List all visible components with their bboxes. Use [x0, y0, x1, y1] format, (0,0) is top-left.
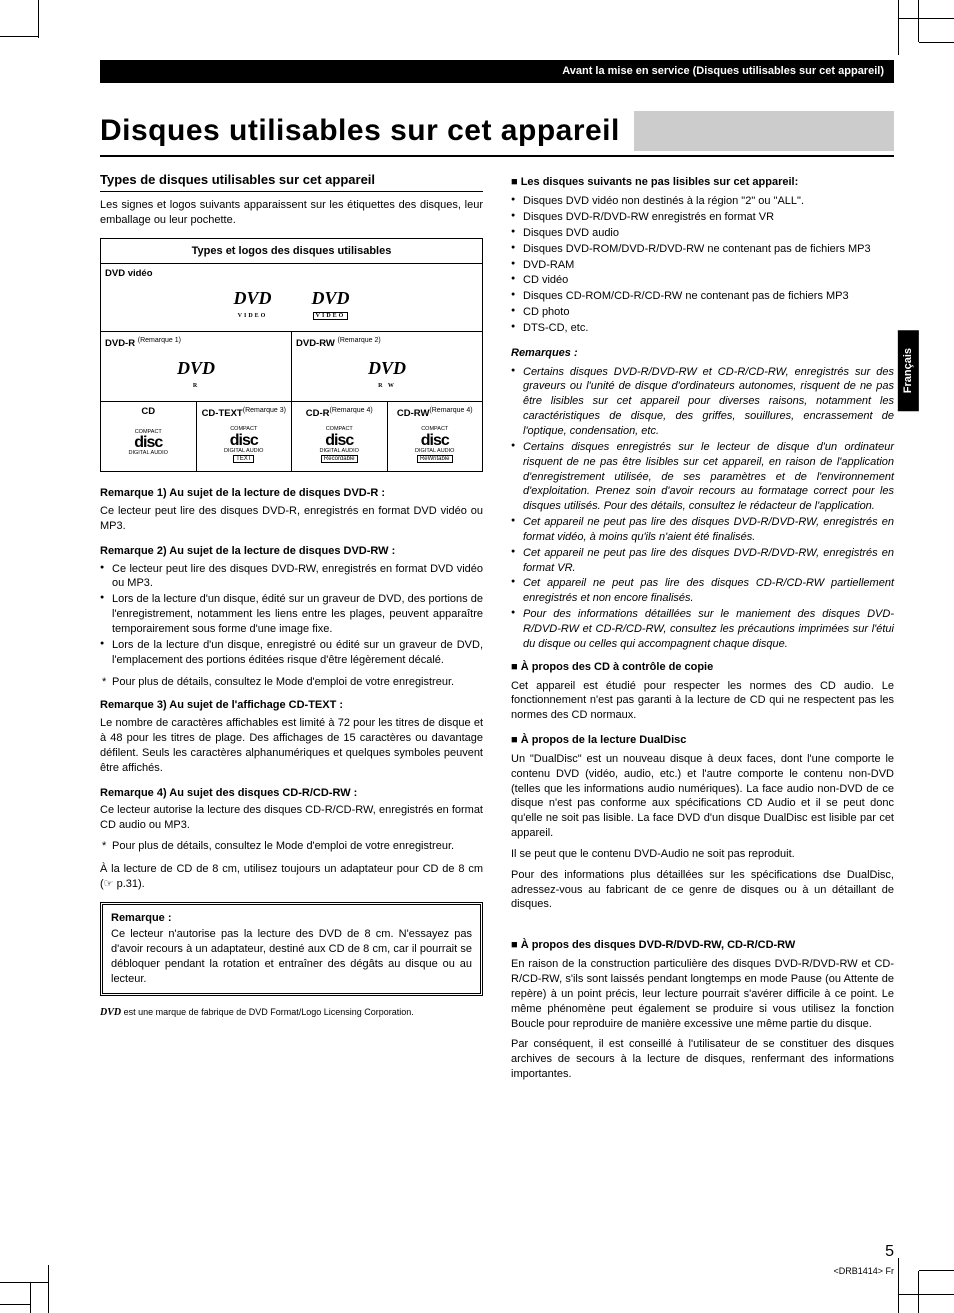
note-heading: Remarque 2) Au sujet de la lecture de di…: [100, 544, 483, 559]
list-item: DTS-CD, etc.: [511, 321, 894, 336]
row-label: DVD-R (Remarque 1): [105, 336, 287, 351]
warning-heading: Remarque :: [111, 911, 472, 926]
row-label: CD: [105, 406, 192, 419]
note-heading: Remarque 3) Au sujet de l'affichage CD-T…: [100, 698, 483, 713]
list-item: Lors de la lecture d'un disque, enregist…: [100, 638, 483, 668]
row-label: CD-TEXT(Remarque 3): [201, 406, 288, 421]
crop-mark: [919, 42, 954, 43]
crop-mark: [0, 1282, 48, 1283]
body-text: Il se peut que le contenu DVD-Audio ne s…: [511, 847, 894, 862]
list-item: Disques DVD audio: [511, 226, 894, 241]
crop-mark: [38, 0, 39, 38]
footnote: Pour plus de détails, consultez le Mode …: [100, 839, 483, 854]
crop-mark: [30, 1283, 31, 1313]
list-item: Disques CD-ROM/CD-R/CD-RW ne contenant p…: [511, 289, 894, 304]
left-column: Types de disques utilisables sur cet app…: [100, 171, 483, 1092]
crop-mark: [48, 1265, 49, 1313]
crop-mark: [899, 18, 954, 19]
bullet-list: Ce lecteur peut lire des disques DVD-RW,…: [100, 562, 483, 668]
list-item: CD photo: [511, 305, 894, 320]
body-text: À la lecture de CD de 8 cm, utilisez tou…: [100, 862, 483, 892]
header-breadcrumb: Avant la mise en service (Disques utilis…: [100, 60, 894, 83]
crop-mark: [0, 36, 38, 37]
page-number: 5: [885, 1241, 894, 1263]
page-title: Disques utilisables sur cet appareil: [100, 111, 634, 152]
trademark-note: DVD est une marque de fabrique de DVD Fo…: [100, 1006, 483, 1020]
warning-body: Ce lecteur n'autorise pas la lecture des…: [111, 927, 472, 986]
dvd-video-logo-icon: DVDVIDEO: [233, 285, 271, 325]
crop-mark: [899, 1294, 954, 1295]
section-heading: Les disques suivants ne pas lisibles sur…: [511, 175, 894, 190]
crop-mark: [918, 0, 919, 42]
list-item: Pour des informations détaillées sur le …: [511, 607, 894, 652]
crop-mark: [898, 1258, 899, 1313]
cd-text-logo-icon: COMPACTdiscDIGITAL AUDIOTEXT: [201, 425, 288, 465]
list-item: Certains disques DVD-R/DVD-RW et CD-R/CD…: [511, 365, 894, 439]
table-header: Types et logos des disques utilisables: [101, 239, 482, 265]
dvd-video-logo-icon: DVDVIDEO: [312, 285, 350, 325]
intro-text: Les signes et logos suivants apparaissen…: [100, 198, 483, 228]
subsection-heading: Types de disques utilisables sur cet app…: [100, 171, 483, 192]
page-reference: <DRB1414> Fr: [833, 1265, 894, 1277]
language-tab: Français: [898, 330, 919, 411]
list-item: Certains disques enregistrés sur le lect…: [511, 440, 894, 514]
cd-r-logo-icon: COMPACTdiscDIGITAL AUDIORecordable: [296, 425, 383, 465]
body-text: Par conséquent, il est conseillé à l'uti…: [511, 1037, 894, 1082]
note-heading: Remarque 1) Au sujet de la lecture de di…: [100, 486, 483, 501]
row-label: CD-R(Remarque 4): [296, 406, 383, 421]
row-label: DVD vidéo: [105, 268, 478, 281]
cd-logo-icon: COMPACTdiscDIGITAL AUDIO: [105, 423, 192, 463]
list-item: Ce lecteur peut lire des disques DVD-RW,…: [100, 562, 483, 592]
remarks-heading: Remarques :: [511, 346, 894, 361]
list-item: Cet appareil ne peut pas lire des disque…: [511, 515, 894, 545]
note-body: Le nombre de caractères affichables est …: [100, 716, 483, 775]
row-label: DVD-RW (Remarque 2): [296, 336, 478, 351]
crop-mark: [919, 1270, 954, 1271]
section-heading: À propos de la lecture DualDisc: [511, 733, 894, 748]
list-item: Disques DVD vidéo non destinés à la régi…: [511, 194, 894, 209]
body-text: En raison de la construction particulièr…: [511, 957, 894, 1031]
list-item: Cet appareil ne peut pas lire des disque…: [511, 576, 894, 606]
body-text: Un "DualDisc" est un nouveau disque à de…: [511, 752, 894, 841]
list-item: Cet appareil ne peut pas lire des disque…: [511, 546, 894, 576]
list-item: Lors de la lecture d'un disque, édité su…: [100, 592, 483, 637]
warning-box: Remarque : Ce lecteur n'autorise pas la …: [100, 902, 483, 996]
list-item: Disques DVD-R/DVD-RW enregistrés en form…: [511, 210, 894, 225]
title-bar: Disques utilisables sur cet appareil: [100, 111, 894, 152]
footnote: Pour plus de détails, consultez le Mode …: [100, 675, 483, 690]
cd-rw-logo-icon: COMPACTdiscDIGITAL AUDIOReWritable: [392, 425, 479, 465]
dvd-rw-logo-icon: DVDR W: [296, 355, 478, 395]
section-heading: À propos des CD à contrôle de copie: [511, 660, 894, 675]
dvd-mini-logo-icon: DVD: [100, 1007, 121, 1018]
note-body: Ce lecteur peut lire des disques DVD-R, …: [100, 504, 483, 534]
unreadable-discs-list: Disques DVD vidéo non destinés à la régi…: [511, 194, 894, 336]
note-body: Ce lecteur autorise la lecture des disqu…: [100, 803, 483, 833]
dvd-r-logo-icon: DVDR: [105, 355, 287, 395]
disc-logo-table: Types et logos des disques utilisables D…: [100, 238, 483, 473]
list-item: DVD-RAM: [511, 258, 894, 273]
body-text: Pour des informations plus détaillées su…: [511, 868, 894, 913]
crop-mark: [918, 1271, 919, 1313]
right-column: Les disques suivants ne pas lisibles sur…: [511, 171, 894, 1092]
title-rule: [100, 155, 894, 157]
crop-mark: [898, 0, 899, 55]
remarks-list: Certains disques DVD-R/DVD-RW et CD-R/CD…: [511, 365, 894, 652]
body-text: Cet appareil est étudié pour respecter l…: [511, 679, 894, 724]
note-heading: Remarque 4) Au sujet des disques CD-R/CD…: [100, 786, 483, 801]
section-heading: À propos des disques DVD-R/DVD-RW, CD-R/…: [511, 938, 894, 953]
crop-mark: [0, 1304, 30, 1305]
list-item: CD vidéo: [511, 273, 894, 288]
row-label: CD-RW(Remarque 4): [392, 406, 479, 421]
list-item: Disques DVD-ROM/DVD-R/DVD-RW ne contenan…: [511, 242, 894, 257]
